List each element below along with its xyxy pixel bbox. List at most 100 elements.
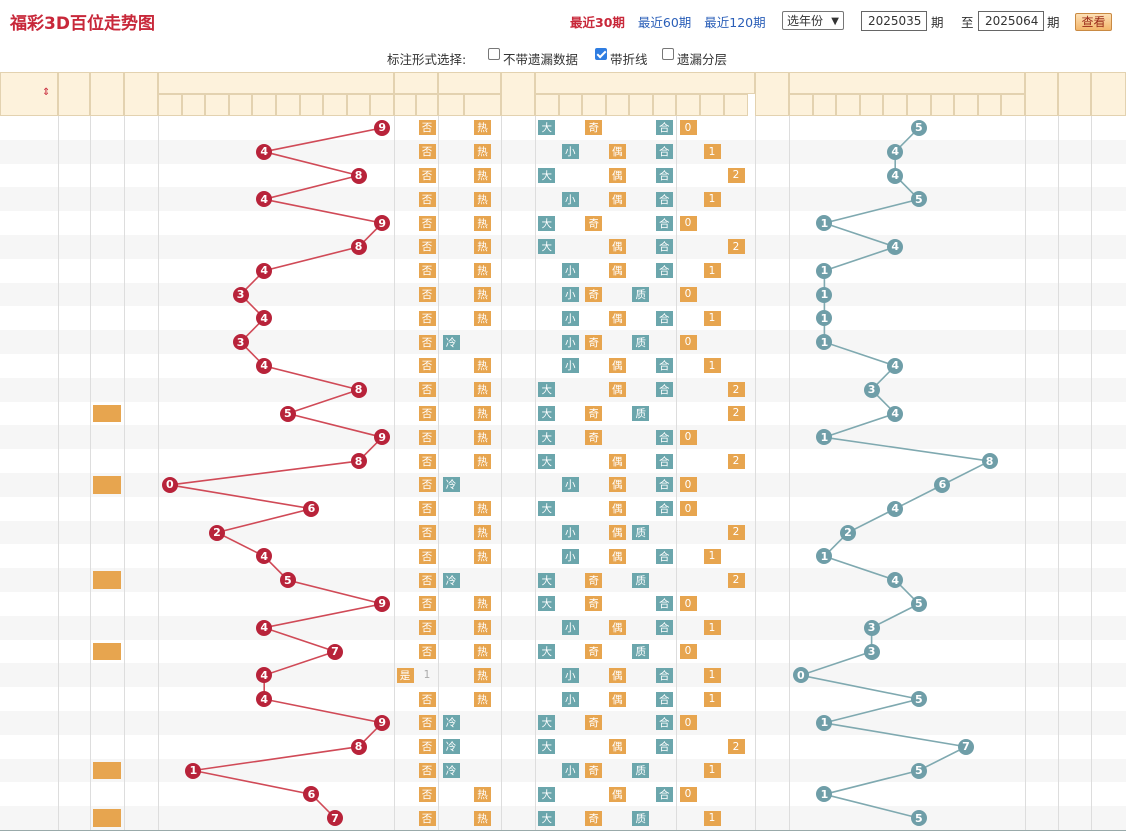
- mod3-badge: 0: [676, 711, 700, 735]
- amplitude-value: [755, 473, 789, 497]
- amp-omission: [789, 402, 813, 426]
- amp-omission: [789, 306, 813, 330]
- mod3-omission: [700, 330, 724, 354]
- span-value: [1091, 687, 1126, 711]
- mod3-omission: [724, 640, 748, 664]
- cold-omission: [438, 449, 464, 473]
- query-button[interactable]: 查看: [1075, 13, 1112, 31]
- amp-omission: [883, 687, 907, 711]
- form-badge: 合: [653, 306, 677, 330]
- mod3-omission: [724, 354, 748, 378]
- omission-value: [370, 306, 394, 330]
- period-number: [0, 164, 58, 188]
- amp-omission: [978, 116, 1002, 140]
- amp-omission: [978, 283, 1002, 307]
- omission-value: [252, 235, 276, 259]
- omission-value: [300, 687, 324, 711]
- form-badge: 奇: [582, 640, 606, 664]
- amp-omission: [978, 568, 1002, 592]
- amp-omission: [978, 616, 1002, 640]
- hot-badge: 热: [464, 449, 501, 473]
- period-number: [0, 425, 58, 449]
- amp-omission: [813, 663, 837, 687]
- amp-omission: [907, 378, 931, 402]
- column-divider: [1091, 116, 1092, 830]
- amp-omission: [813, 354, 837, 378]
- col-header-period[interactable]: [0, 72, 58, 116]
- with-line-checkbox[interactable]: [595, 48, 607, 60]
- form-badge: 偶: [606, 449, 630, 473]
- amp-omission: [978, 330, 1002, 354]
- form-badge: 大: [535, 402, 559, 426]
- col-header-amp-digit: [977, 94, 1002, 116]
- amp-omission: [907, 473, 931, 497]
- hot-omission: [464, 735, 501, 759]
- mod3-badge: 1: [700, 306, 724, 330]
- hundreds-digit: [124, 306, 158, 330]
- tab-recent-60[interactable]: 最近60期: [637, 15, 692, 30]
- omission-value: [370, 354, 394, 378]
- trial-number: [58, 449, 90, 473]
- amplitude-ball: 5: [910, 762, 927, 779]
- sort-icon[interactable]: ⇕: [42, 87, 51, 98]
- sum-value: [1025, 330, 1058, 354]
- form-badge: 合: [653, 354, 677, 378]
- amplitude-value: [755, 283, 789, 307]
- form-omission: [653, 330, 677, 354]
- omission-value: [323, 663, 347, 687]
- amplitude-ball: 5: [910, 691, 927, 708]
- trial-number: [58, 497, 90, 521]
- omission-value: [370, 640, 394, 664]
- omission-value: [276, 116, 300, 140]
- amplitude-value: [755, 616, 789, 640]
- omission-value: [182, 663, 206, 687]
- period-number: [0, 283, 58, 307]
- sum-value: [1025, 211, 1058, 235]
- col-header-digit: [346, 94, 371, 116]
- trend-ball: 5: [279, 405, 296, 422]
- trial-number: [58, 759, 90, 783]
- start-period-input[interactable]: 2025035: [861, 11, 927, 31]
- col-header-digit: [323, 94, 347, 116]
- no-omission-checkbox[interactable]: [488, 48, 500, 60]
- cold-omission: [438, 259, 464, 283]
- period-number: [0, 259, 58, 283]
- trial-number: [58, 116, 90, 140]
- hot-badge: 热: [464, 164, 501, 188]
- form-badge: 小: [559, 187, 583, 211]
- form-omission: [653, 521, 677, 545]
- trend-ball: 4: [256, 143, 273, 160]
- omission-value: [158, 235, 182, 259]
- tab-recent-30[interactable]: 最近30期: [570, 15, 625, 30]
- omission-value: [347, 330, 371, 354]
- amp-omission: [907, 402, 931, 426]
- year-select[interactable]: 选年份 ▼: [782, 11, 844, 30]
- amp-omission: [836, 402, 860, 426]
- amp-omission: [789, 544, 813, 568]
- form-badge: 合: [653, 616, 677, 640]
- form-omission: [606, 116, 630, 140]
- omission-value: [347, 187, 371, 211]
- form-badge: 小: [559, 354, 583, 378]
- hot-badge: 热: [464, 402, 501, 426]
- end-period-input[interactable]: 2025064: [978, 11, 1044, 31]
- hundreds-digit: [124, 140, 158, 164]
- cold-omission: [438, 806, 464, 830]
- amp-omission: [836, 806, 860, 830]
- tab-recent-120[interactable]: 最近120期: [704, 15, 766, 30]
- omission-value: [158, 449, 182, 473]
- omission-value: [276, 782, 300, 806]
- form-omission: [629, 211, 653, 235]
- omission-value: [205, 211, 229, 235]
- amplitude-value: [755, 187, 789, 211]
- omission-layer-checkbox[interactable]: [662, 48, 674, 60]
- sum-value: [1025, 544, 1058, 568]
- omission-value: [300, 306, 324, 330]
- omission-value: [323, 616, 347, 640]
- sum-value: [1025, 663, 1058, 687]
- omission-value: [276, 592, 300, 616]
- col-header-digit: [205, 94, 229, 116]
- omission-value: [205, 378, 229, 402]
- omission-value: [252, 806, 276, 830]
- span-value: [1091, 806, 1126, 830]
